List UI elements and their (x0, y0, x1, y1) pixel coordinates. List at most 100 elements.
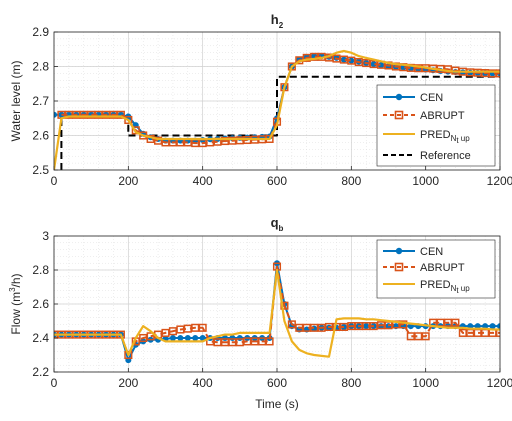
legend-label-pred-tail: up (459, 284, 471, 293)
point-abrupt (414, 64, 423, 73)
x-tick-label: 200 (118, 174, 138, 188)
x-tick-label: 1200 (487, 174, 512, 188)
legend-marker-cen (395, 93, 403, 101)
point-abrupt (317, 323, 326, 332)
legend-label-pred: PREDNt up (420, 279, 470, 295)
point-abrupt (369, 322, 378, 331)
point-abrupt (94, 110, 103, 119)
y-axis-label: Water level (m) (9, 61, 23, 142)
legend-label-pred-subsub: t (456, 286, 459, 295)
point-abrupt (198, 323, 207, 332)
point-abrupt (354, 57, 363, 67)
point-abrupt (481, 69, 490, 78)
point-abrupt (228, 136, 237, 145)
point-abrupt (131, 126, 140, 135)
legend-label-pred-main: PRED (420, 279, 451, 291)
point-abrupt (213, 338, 222, 347)
point-abrupt (324, 322, 334, 331)
x-tick-label: 600 (267, 376, 287, 390)
point-abrupt (243, 337, 252, 346)
point-abrupt (488, 69, 497, 78)
y-axis-label-pre: Flow (m (9, 292, 23, 335)
point-abrupt (154, 136, 163, 145)
x-tick-label: 400 (193, 174, 213, 188)
legend-label-pred-sub: N (451, 134, 457, 143)
y-tick-label: 2.6 (32, 129, 49, 143)
chart-title: h2 (271, 12, 284, 30)
y-tick-label: 3 (42, 229, 49, 243)
point-cen (497, 323, 500, 330)
point-abrupt (347, 56, 356, 65)
y-tick-label: 2.6 (32, 297, 49, 311)
legend-label-pred-sub: N (451, 284, 457, 293)
point-abrupt (302, 53, 311, 62)
point-cen (340, 56, 347, 63)
title-main: h (271, 12, 279, 27)
x-tick-label: 800 (341, 174, 361, 188)
point-cen (177, 335, 184, 341)
point-abrupt (362, 322, 371, 331)
point-abrupt (495, 328, 500, 337)
title-main: q (271, 215, 279, 230)
y-axis-label: Flow (m3/h) (8, 273, 23, 334)
point-abrupt (443, 65, 453, 74)
point-abrupt (168, 327, 177, 336)
legend: CEN ABRUPT PREDNt up Reference (376, 84, 496, 167)
point-cen (370, 61, 377, 68)
legend: CEN ABRUPT PREDNt up (376, 239, 496, 299)
y-tick-label: 2.5 (32, 163, 49, 177)
x-tick-label: 200 (118, 376, 138, 390)
legend-label-abrupt: ABRUPT (420, 262, 465, 274)
point-abrupt (451, 318, 460, 327)
y-tick-label: 2.7 (32, 94, 49, 108)
x-tick-label: 1200 (487, 376, 512, 390)
x-tick-label: 1000 (412, 376, 439, 390)
point-cen (169, 335, 176, 341)
point-abrupt (332, 54, 341, 63)
point-abrupt (79, 110, 88, 119)
y-axis-label-sup: 3 (8, 287, 17, 292)
y-tick-label: 2.9 (32, 25, 49, 39)
point-abrupt (302, 323, 311, 332)
point-abrupt (101, 110, 111, 119)
x-tick-label: 0 (51, 376, 58, 390)
title-sub: b (279, 224, 284, 233)
x-tick-label: 1000 (412, 174, 439, 188)
point-cen (348, 57, 355, 64)
point-abrupt (228, 338, 237, 347)
x-tick-label: 600 (267, 174, 287, 188)
legend-label-abrupt: ABRUPT (420, 110, 465, 122)
point-abrupt (406, 332, 415, 341)
point-abrupt (287, 320, 296, 329)
point-cen (229, 335, 236, 341)
point-cen (236, 335, 243, 341)
panel-flow: 0 200 400 600 800 1000 1200 2.2 2.4 2.6 2.8 3 qb Fl… (8, 215, 512, 411)
point-abrupt (124, 115, 133, 125)
point-cen (192, 335, 199, 341)
point-abrupt (235, 136, 244, 145)
point-cen (54, 111, 57, 118)
point-abrupt (295, 323, 304, 332)
y-tick-label: 2.8 (32, 60, 49, 74)
point-abrupt (250, 337, 259, 346)
point-abrupt (443, 318, 453, 327)
series-line-pred (54, 268, 500, 358)
point-abrupt (258, 337, 267, 346)
legend-label-pred-main: PRED (420, 129, 451, 141)
point-abrupt (458, 328, 467, 337)
point-abrupt (220, 338, 230, 347)
y-tick-label: 2.4 (32, 331, 49, 345)
point-abrupt (421, 332, 430, 341)
point-abrupt (495, 69, 500, 78)
point-cen (378, 62, 385, 69)
x-tick-label: 0 (51, 174, 58, 188)
point-abrupt (176, 325, 185, 334)
series-line-abrupt (54, 265, 500, 356)
point-abrupt (265, 337, 274, 346)
point-abrupt (183, 324, 192, 333)
point-abrupt (109, 110, 118, 119)
point-abrupt (146, 332, 155, 341)
legend-label-cen: CEN (420, 246, 443, 258)
point-abrupt (116, 110, 125, 119)
